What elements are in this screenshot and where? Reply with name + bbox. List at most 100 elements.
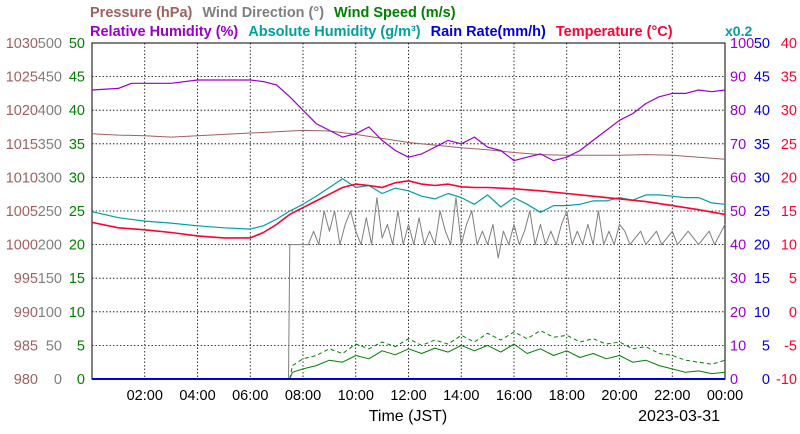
x-tick-label: 16:00 <box>496 388 532 404</box>
wind-direction-tick-label: 100 <box>38 305 62 321</box>
legend-rain-rate: Rain Rate(mm/h) <box>431 24 546 40</box>
abs-humidity-factor: x0.2 <box>725 23 752 39</box>
rain-rate-tick-label: 40 <box>754 103 770 119</box>
relative-humidity-tick-label: 80 <box>730 103 746 119</box>
wind-direction-tick-label: 450 <box>38 70 62 86</box>
relative-humidity-tick-label: 100 <box>730 36 754 52</box>
pressure-tick-label: 985 <box>14 338 38 354</box>
pressure-tick-label: 1015 <box>6 137 38 153</box>
wind-speed-tick-label: 50 <box>69 36 85 52</box>
right-axes: 0 10 20 30 40 50 60 70 80 90 100 0 5 10 15 20 25 30 35 40 45… <box>730 36 797 388</box>
legend-relative-humidity: Relative Humidity (%) <box>90 24 238 40</box>
series-pressure <box>91 129 726 160</box>
temperature-tick-label: 0 <box>789 305 797 321</box>
wind-direction-tick-label: 300 <box>38 170 62 186</box>
legend-temperature: Temperature (°C) <box>556 24 673 40</box>
x-tick-label: 22:00 <box>654 388 690 404</box>
relative-humidity-tick-label: 40 <box>730 238 746 254</box>
wind-speed-tick-label: 20 <box>69 238 85 254</box>
relative-humidity-tick-label: 10 <box>730 338 746 354</box>
temperature-tick-label: 15 <box>781 204 797 220</box>
pressure-tick-label: 995 <box>14 271 38 287</box>
legend: Pressure (hPa) Wind Direction (°) Wind Spe… <box>90 5 752 40</box>
rain-rate-tick-label: 45 <box>754 70 770 86</box>
rain-rate-tick-label: 15 <box>754 271 770 287</box>
x-tick-label: 06:00 <box>232 388 268 404</box>
pressure-tick-label: 1030 <box>6 36 38 52</box>
series-temperature <box>91 180 726 239</box>
x-tick-label: 12:00 <box>390 388 426 404</box>
wind-speed-tick-label: 40 <box>69 103 85 119</box>
series-layer <box>91 79 726 380</box>
temperature-tick-label: 20 <box>781 170 797 186</box>
relative-humidity-tick-label: 60 <box>730 170 746 186</box>
temperature-tick-label: 30 <box>781 103 797 119</box>
series-wind-speed <box>92 343 726 380</box>
legend-absolute-humidity: Absolute Humidity (g/m³) <box>248 24 421 40</box>
temperature-tick-label: 10 <box>781 238 797 254</box>
date-label: 2023-03-31 <box>638 408 720 425</box>
legend-pressure: Pressure (hPa) <box>90 5 193 21</box>
wind-speed-tick-label: 10 <box>69 305 85 321</box>
relative-humidity-tick-label: 50 <box>730 204 746 220</box>
temperature-tick-label: -10 <box>776 372 797 388</box>
wind-speed-tick-label: 0 <box>77 372 85 388</box>
wind-speed-tick-label: 5 <box>77 338 85 354</box>
left-axes: 9809859909951000100510101015102010251030… <box>6 36 85 388</box>
wind-speed-tick-label: 30 <box>69 170 85 186</box>
x-tick-label: 02:00 <box>127 388 163 404</box>
wind-direction-tick-label: 350 <box>38 137 62 153</box>
x-tick-label: 18:00 <box>549 388 585 404</box>
wind-speed-tick-label: 45 <box>69 70 85 86</box>
wind-speed-tick-label: 35 <box>69 137 85 153</box>
pressure-tick-label: 1010 <box>6 170 38 186</box>
relative-humidity-tick-label: 90 <box>730 70 746 86</box>
wind-speed-tick-label: 25 <box>69 204 85 220</box>
wind-direction-tick-label: 50 <box>46 338 62 354</box>
wind-direction-tick-label: 0 <box>54 372 62 388</box>
x-tick-label: 20:00 <box>601 388 637 404</box>
wind-direction-tick-label: 500 <box>38 36 62 52</box>
rain-rate-tick-label: 10 <box>754 305 770 321</box>
relative-humidity-tick-label: 70 <box>730 137 746 153</box>
wind-speed-tick-label: 15 <box>69 271 85 287</box>
grid <box>92 43 725 379</box>
relative-humidity-tick-label: 0 <box>730 372 738 388</box>
temperature-tick-label: -5 <box>784 338 797 354</box>
pressure-tick-label: 1005 <box>6 204 38 220</box>
wind-direction-tick-label: 150 <box>38 271 62 287</box>
series-relative-humidity <box>91 79 726 162</box>
x-tick-label: 04:00 <box>179 388 215 404</box>
pressure-tick-label: 1020 <box>6 103 38 119</box>
relative-humidity-tick-label: 30 <box>730 271 746 287</box>
temperature-tick-label: 5 <box>789 271 797 287</box>
rain-rate-tick-label: 20 <box>754 238 770 254</box>
temperature-tick-label: 35 <box>781 70 797 86</box>
rain-rate-tick-label: 5 <box>762 338 770 354</box>
pressure-tick-label: 990 <box>14 305 38 321</box>
rain-rate-tick-label: 50 <box>754 36 770 52</box>
pressure-tick-label: 980 <box>14 372 38 388</box>
rain-rate-tick-label: 25 <box>754 204 770 220</box>
rain-rate-tick-label: 35 <box>754 137 770 153</box>
x-tick-labels: 02:00 04:00 06:00 08:00 10:00 12:00 14:00 16:00… <box>127 388 744 404</box>
pressure-tick-label: 1025 <box>6 70 38 86</box>
legend-wind-direction: Wind Direction (°) <box>202 5 324 21</box>
x-tick-label: 10:00 <box>338 388 374 404</box>
x-tick-label: 00:00 <box>707 388 743 404</box>
temperature-tick-label: 25 <box>781 137 797 153</box>
wind-direction-tick-label: 400 <box>38 103 62 119</box>
relative-humidity-tick-label: 20 <box>730 305 746 321</box>
legend-wind-speed: Wind Speed (m/s) <box>334 5 456 21</box>
x-axis-label: Time (JST) <box>369 408 448 425</box>
series-wind-direction <box>92 197 726 380</box>
series-wind-gust <box>289 330 726 380</box>
wind-direction-tick-label: 200 <box>38 238 62 254</box>
rain-rate-tick-label: 30 <box>754 170 770 186</box>
wind-direction-tick-label: 250 <box>38 204 62 220</box>
x-tick-label: 14:00 <box>443 388 479 404</box>
pressure-tick-label: 1000 <box>6 238 38 254</box>
x-tick-label: 08:00 <box>285 388 321 404</box>
temperature-tick-label: 40 <box>781 36 797 52</box>
